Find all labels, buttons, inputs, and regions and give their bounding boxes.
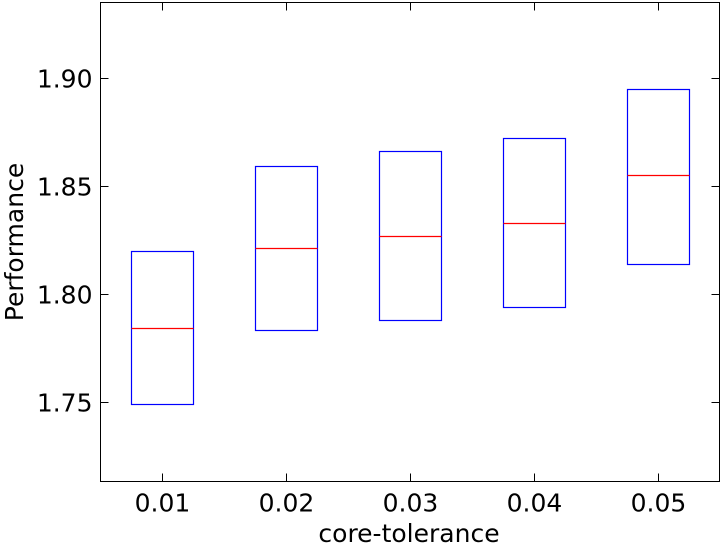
x-tick-label: 0.04 bbox=[507, 489, 563, 518]
x-axis-label: core-tolerance bbox=[318, 519, 499, 548]
x-axis: 0.01 0.02 0.03 0.04 0.05 bbox=[135, 2, 687, 518]
box-0.05 bbox=[626, 88, 691, 266]
x-tick-label: 0.02 bbox=[259, 489, 315, 518]
y-tick-label: 1.80 bbox=[37, 281, 93, 310]
x-tick-label: 0.01 bbox=[135, 489, 191, 518]
y-axis: 1.75 1.80 1.85 1.90 bbox=[37, 65, 720, 418]
box-series bbox=[130, 88, 691, 406]
y-tick-label: 1.85 bbox=[37, 173, 93, 202]
x-tick-label: 0.03 bbox=[383, 489, 439, 518]
y-tick-label: 1.90 bbox=[37, 65, 93, 94]
plot-frame bbox=[100, 2, 720, 482]
y-tick-label: 1.75 bbox=[37, 389, 93, 418]
x-tick-label: 0.05 bbox=[631, 489, 687, 518]
y-axis-label: Performance bbox=[0, 163, 29, 321]
